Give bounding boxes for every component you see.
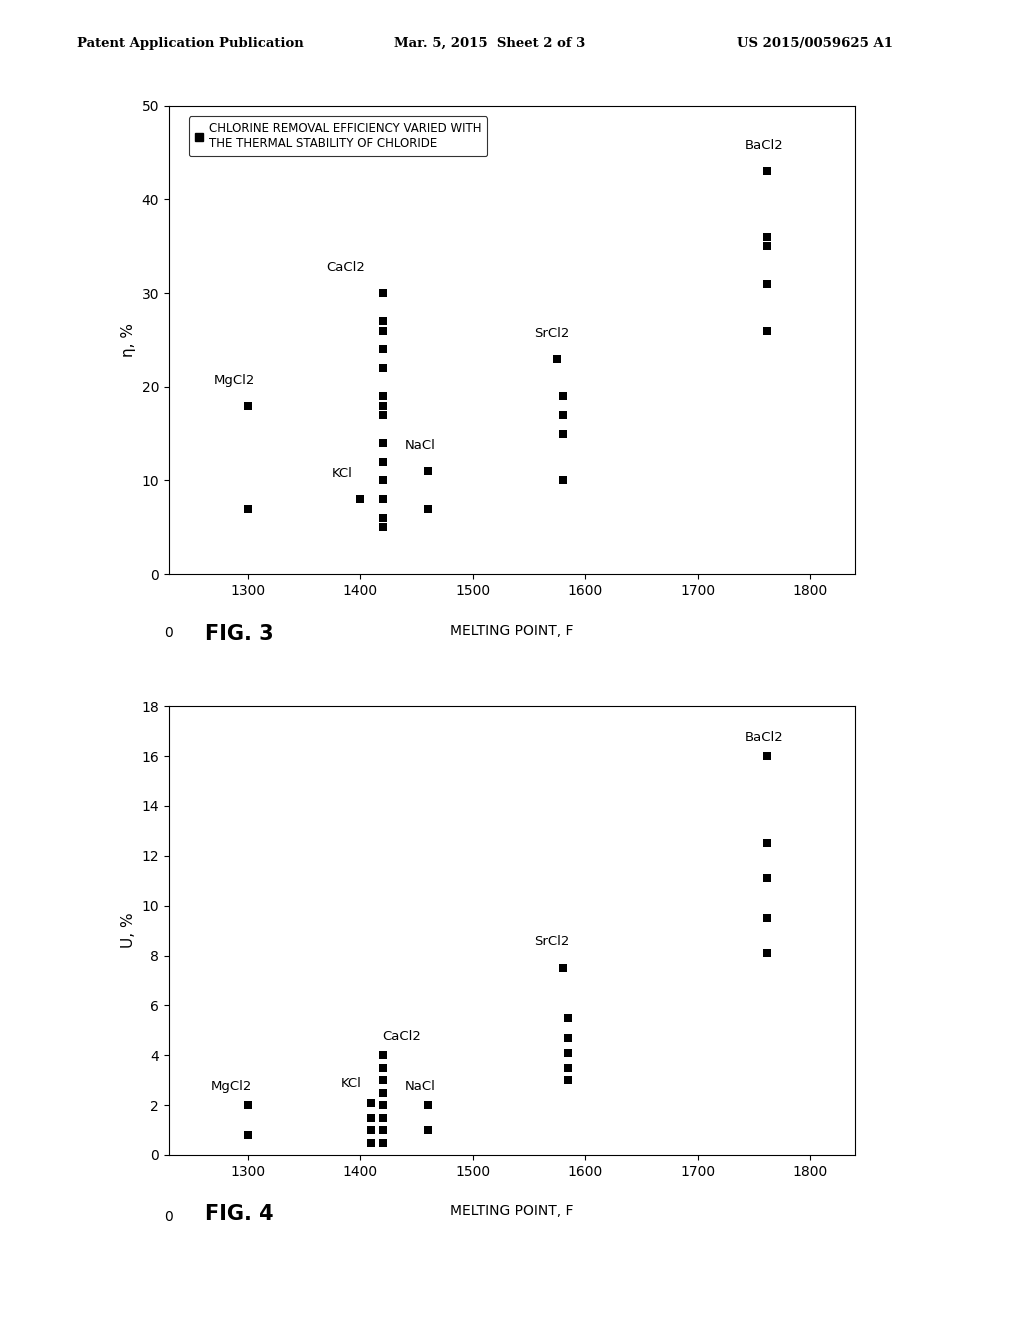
Text: SrCl2: SrCl2 bbox=[535, 327, 570, 341]
Text: MELTING POINT, F: MELTING POINT, F bbox=[451, 624, 573, 639]
Legend: CHLORINE REMOVAL EFFICIENCY VARIED WITH
THE THERMAL STABILITY OF CHLORIDE: CHLORINE REMOVAL EFFICIENCY VARIED WITH … bbox=[188, 116, 487, 156]
Text: FIG. 4: FIG. 4 bbox=[205, 1204, 273, 1224]
Text: KCl: KCl bbox=[341, 1077, 361, 1090]
Text: KCl: KCl bbox=[332, 467, 353, 480]
Y-axis label: U, %: U, % bbox=[121, 913, 136, 948]
Text: NaCl: NaCl bbox=[406, 1080, 436, 1093]
Y-axis label: η, %: η, % bbox=[121, 323, 136, 356]
Text: MELTING POINT, F: MELTING POINT, F bbox=[451, 1204, 573, 1218]
Text: NaCl: NaCl bbox=[406, 440, 436, 453]
Text: FIG. 3: FIG. 3 bbox=[205, 624, 273, 644]
Text: CaCl2: CaCl2 bbox=[383, 1030, 422, 1043]
Text: MgCl2: MgCl2 bbox=[214, 374, 255, 387]
Text: Patent Application Publication: Patent Application Publication bbox=[77, 37, 303, 50]
Text: MgCl2: MgCl2 bbox=[211, 1080, 252, 1093]
Text: US 2015/0059625 A1: US 2015/0059625 A1 bbox=[737, 37, 893, 50]
Text: Mar. 5, 2015  Sheet 2 of 3: Mar. 5, 2015 Sheet 2 of 3 bbox=[394, 37, 586, 50]
Text: BaCl2: BaCl2 bbox=[744, 730, 783, 743]
Text: 0: 0 bbox=[165, 1210, 173, 1224]
Text: 0: 0 bbox=[165, 626, 173, 640]
Text: BaCl2: BaCl2 bbox=[744, 140, 783, 153]
Text: SrCl2: SrCl2 bbox=[535, 935, 570, 948]
Text: CaCl2: CaCl2 bbox=[327, 261, 366, 275]
